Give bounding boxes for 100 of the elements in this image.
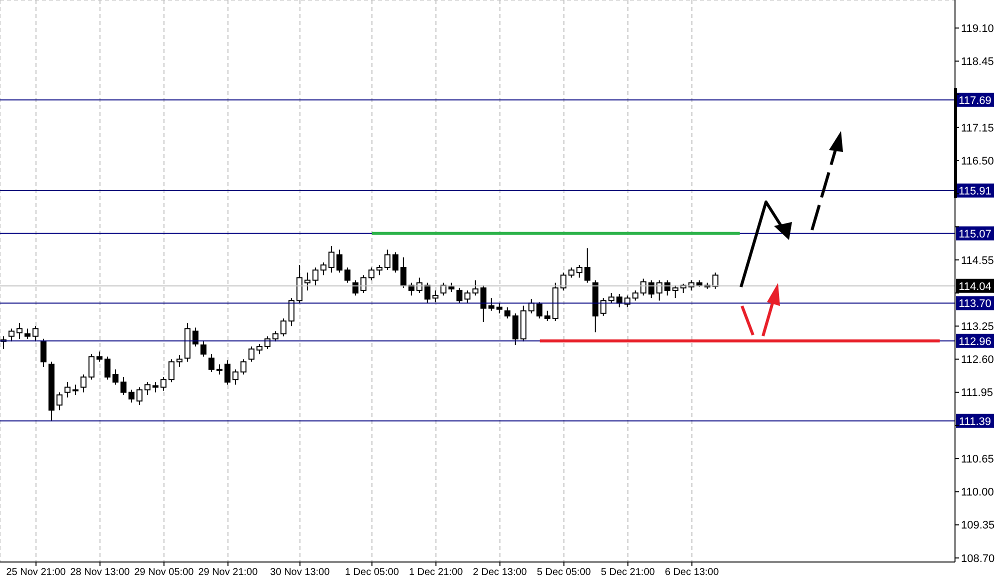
candlestick [136, 386, 142, 406]
candlestick [304, 272, 310, 291]
candlestick [496, 302, 502, 314]
x-tick-label: 5 Dec 05:00 [536, 567, 592, 578]
candlestick [296, 264, 302, 304]
ref-line-label: 115.07 [958, 228, 992, 240]
candlestick [480, 284, 486, 323]
candlestick [632, 290, 638, 302]
candlestick [576, 264, 582, 278]
ref-line-label: 112.96 [958, 336, 992, 348]
candlestick [240, 358, 246, 375]
y-tick-label: 116.50 [961, 155, 994, 168]
candlestick [288, 298, 294, 327]
candlestick [600, 298, 606, 316]
y-tick-label: 118.45 [961, 56, 994, 68]
candlestick [504, 306, 510, 319]
candlestick [568, 267, 574, 278]
candlestick [640, 278, 646, 296]
candlestick [544, 310, 550, 322]
candlestick [368, 267, 374, 281]
candlestick [344, 267, 350, 284]
x-tick-label: 25 Nov 21:00 [6, 567, 66, 578]
ref-line-label: 111.39 [958, 416, 992, 428]
candlestick [472, 280, 478, 296]
x-tick-label: 28 Nov 13:00 [70, 567, 130, 578]
candlestick [560, 272, 566, 291]
candlestick [224, 360, 230, 386]
x-tick-label: 6 Dec 13:00 [664, 567, 720, 578]
candlestick [384, 249, 390, 271]
candlestick [336, 249, 342, 274]
candlestick [88, 354, 94, 380]
candlestick [280, 318, 286, 337]
candlestick [608, 292, 614, 304]
candlestick [528, 298, 534, 314]
ref-line-label: 113.70 [958, 298, 992, 310]
candlestick [376, 264, 382, 276]
y-tick-label: 119.10 [961, 22, 994, 35]
candlestick [216, 364, 222, 375]
candlestick [456, 287, 462, 304]
candlestick [16, 322, 22, 340]
y-tick-label: 112.60 [961, 354, 994, 366]
ref-line-label: 114.04 [958, 280, 992, 293]
candlestick [208, 354, 214, 372]
candlestick [464, 290, 470, 304]
candlestick [400, 256, 406, 288]
candlestick [488, 298, 494, 312]
y-tick-label: 117.15 [961, 122, 994, 134]
candlestick [160, 376, 166, 392]
candlestick [168, 358, 174, 383]
candlestick [64, 382, 70, 398]
ref-line-label: 115.91 [958, 186, 992, 198]
candlestick [104, 356, 110, 380]
candlestick [448, 282, 454, 292]
candlestick [432, 290, 438, 303]
candlestick [8, 328, 14, 342]
candlestick [56, 392, 62, 411]
candlestick [360, 274, 366, 294]
candlestick [272, 330, 278, 342]
x-tick-label: 1 Dec 21:00 [408, 567, 464, 578]
candlestick [656, 280, 662, 302]
candlestick [712, 272, 718, 290]
x-tick-label: 5 Dec 21:00 [600, 567, 656, 578]
candlestick [352, 280, 358, 296]
x-tick-label: 1 Dec 05:00 [344, 567, 400, 578]
x-tick-label: 29 Nov 05:00 [134, 567, 194, 578]
candlestick [112, 368, 118, 386]
y-tick-label: 109.35 [961, 520, 995, 532]
candlestick [672, 284, 678, 299]
candlestick [152, 382, 158, 393]
candlestick [256, 343, 262, 355]
candlestick [128, 389, 134, 404]
ref-line-label: 117.69 [958, 94, 992, 107]
candlestick [648, 280, 654, 299]
y-tick-label: 110.00 [961, 486, 994, 499]
candlestick [120, 376, 126, 396]
candlestick [80, 374, 86, 393]
candlestick [24, 328, 30, 340]
x-tick-label: 30 Nov 13:00 [270, 567, 330, 578]
x-tick-label: 29 Nov 21:00 [198, 567, 258, 578]
candlestick [248, 346, 254, 362]
candlestick [328, 246, 334, 274]
y-tick-label: 110.65 [961, 453, 994, 466]
candlestick [512, 312, 518, 346]
candlestick [40, 338, 46, 368]
candlestick [536, 302, 542, 319]
candlestick [96, 351, 102, 362]
candlestick [232, 368, 238, 386]
y-tick-label: 113.25 [961, 320, 994, 333]
candlestick [584, 248, 590, 284]
candlestick [144, 382, 150, 396]
candlestick [200, 340, 206, 358]
candlestick [32, 326, 38, 342]
candlestick [176, 354, 182, 368]
candlestick [392, 252, 398, 274]
y-tick-label: 114.55 [961, 254, 994, 267]
candlestick [72, 384, 78, 396]
candlestick [312, 267, 318, 286]
y-tick-label: 108.70 [961, 552, 995, 565]
candlestick [192, 327, 198, 347]
y-tick-label: 111.95 [961, 387, 994, 400]
